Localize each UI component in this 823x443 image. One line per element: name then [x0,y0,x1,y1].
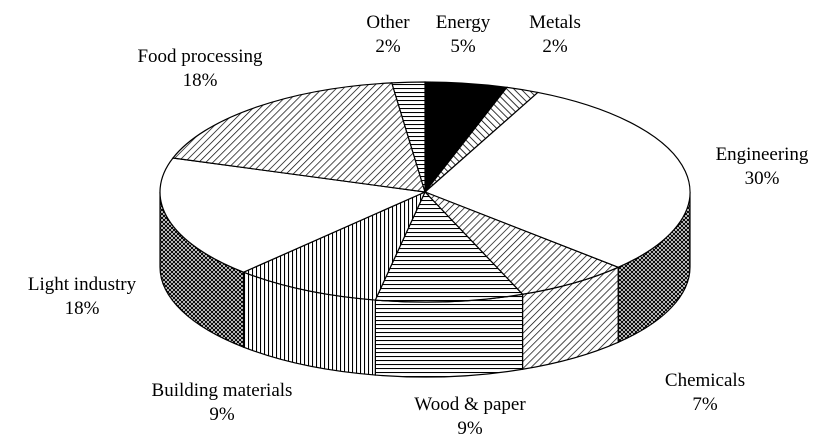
slice-value-label: 9% [457,418,483,439]
pie-slice [171,82,426,193]
slice-label: Building materials [152,380,293,401]
slice-label: Engineering [716,144,809,165]
pie-slice [374,190,524,303]
labels: Energy 5% Metals 2% Engineering 30% Chemicals 7… [28,12,809,439]
slice-label: Chemicals [665,370,745,391]
slice-label: Wood & paper [414,394,526,415]
slice-value-label: 9% [209,404,235,425]
slice-value-label: 2% [542,36,568,57]
slice-value-label: 5% [450,36,476,57]
pie-slice [242,190,427,301]
slice-label: Other [366,12,410,33]
slice-value-label: 18% [183,70,218,91]
slice-value-label: 7% [692,394,718,415]
slice-label: Metals [529,12,581,33]
slice-label: Food processing [137,46,263,67]
pie-slice [390,81,426,193]
pie-slice [159,157,428,273]
slice-value-label: 18% [65,298,100,319]
slice-value-label: 2% [375,36,401,57]
slice-value-label: 30% [745,168,780,189]
pie-tops [159,81,691,303]
pie-slice [424,191,620,295]
slice-label: Energy [436,12,491,33]
pie-side [374,293,524,378]
slice-label: Light industry [28,274,137,295]
pie-slice [423,91,691,268]
